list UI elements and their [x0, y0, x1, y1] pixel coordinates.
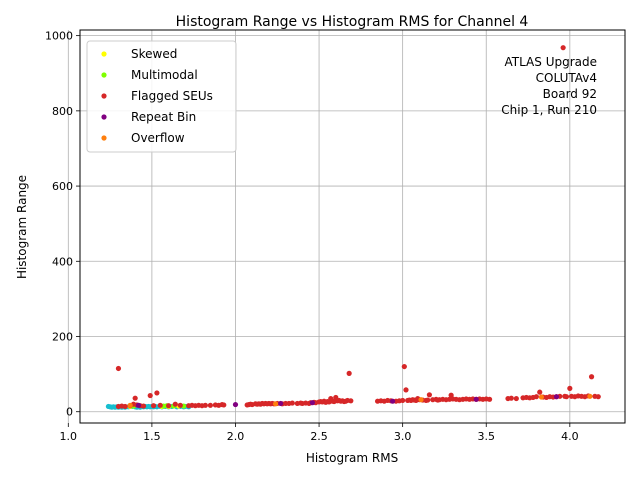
data-point	[595, 394, 601, 400]
series-repeat-bin	[135, 394, 560, 408]
annotation-line: COLUTAv4	[536, 71, 597, 85]
data-point	[533, 394, 539, 400]
data-point	[147, 392, 153, 399]
data-point	[508, 395, 514, 401]
data-point	[400, 397, 406, 404]
legend: Skewed Multimodal Flagged SEUs Repeat Bin Ov…	[86, 40, 237, 153]
legend-marker	[101, 72, 107, 78]
y-tick-label: 600	[52, 180, 73, 193]
data-point	[425, 397, 431, 403]
x-tick-label: 2.5	[310, 430, 328, 443]
x-tick-label: 3.5	[477, 430, 495, 443]
data-point	[122, 403, 128, 410]
data-point	[426, 392, 433, 398]
y-tick-label: 0	[66, 406, 73, 419]
data-point	[177, 402, 183, 408]
data-point	[202, 402, 208, 408]
x-axis-label: Histogram RMS	[306, 451, 398, 465]
data-point	[172, 401, 178, 407]
data-point	[127, 402, 133, 408]
legend-marker	[101, 114, 107, 120]
legend-label: Overflow	[131, 131, 185, 145]
data-point	[289, 400, 295, 406]
data-point	[418, 397, 424, 403]
x-tick-label: 4.0	[561, 430, 579, 443]
data-point	[513, 395, 519, 402]
annotation-line: Board 92	[543, 87, 597, 101]
data-point	[309, 400, 315, 406]
legend-label: Multimodal	[131, 68, 198, 82]
data-point	[538, 394, 545, 400]
x-axis-ticks: 1.0 1.5 2.0 2.5 3.0 3.5 4.0	[60, 423, 579, 443]
data-point	[403, 387, 409, 393]
data-point	[157, 402, 163, 408]
data-point	[486, 396, 493, 402]
data-point	[567, 385, 573, 392]
annotation-box: ATLAS Upgrade COLUTAv4 Board 92 Chip 1, Run…	[501, 55, 597, 117]
legend-label: Skewed	[131, 47, 177, 61]
data-point	[560, 45, 566, 51]
y-tick-label: 1000	[45, 30, 73, 43]
y-tick-label: 200	[52, 331, 73, 344]
x-tick-label: 1.5	[143, 430, 161, 443]
data-point	[537, 389, 543, 395]
data-point	[473, 396, 479, 402]
legend-marker	[101, 135, 107, 141]
data-point	[348, 398, 354, 404]
legend-label: Repeat Bin	[131, 110, 196, 124]
legend-label: Flagged SEUs	[131, 89, 213, 103]
data-point	[401, 363, 407, 370]
series-overflow	[127, 393, 593, 408]
data-point	[272, 401, 279, 407]
data-point	[135, 402, 142, 408]
y-tick-label: 800	[52, 105, 73, 118]
legend-marker	[101, 51, 107, 57]
legend-frame	[86, 40, 237, 153]
data-point	[346, 370, 352, 376]
data-points	[105, 45, 601, 410]
data-point	[221, 402, 227, 408]
chart-title: Histogram Range vs Histogram RMS for Cha…	[176, 14, 529, 30]
data-point	[553, 394, 560, 400]
data-point	[154, 390, 160, 396]
x-tick-label: 2.0	[227, 430, 245, 443]
data-point	[588, 374, 595, 380]
y-axis-label: Histogram Range	[15, 175, 29, 279]
data-point	[207, 402, 213, 408]
annotation-line: ATLAS Upgrade	[504, 55, 597, 69]
annotation-line: Chip 1, Run 210	[501, 103, 597, 117]
plot-frame	[79, 29, 626, 424]
data-point	[140, 403, 147, 409]
y-axis-ticks: 0 200 400 600 800 1000	[45, 30, 80, 419]
data-point	[563, 394, 570, 400]
legend-marker	[101, 93, 107, 99]
data-point	[390, 398, 396, 404]
y-tick-label: 400	[52, 255, 73, 268]
data-point	[150, 403, 157, 409]
x-tick-label: 1.0	[60, 430, 78, 443]
x-tick-label: 3.0	[394, 430, 412, 443]
data-point	[166, 403, 172, 409]
data-point	[115, 365, 122, 372]
data-point	[587, 393, 593, 399]
data-point	[232, 401, 239, 408]
data-point	[132, 395, 138, 401]
data-point	[278, 400, 284, 407]
